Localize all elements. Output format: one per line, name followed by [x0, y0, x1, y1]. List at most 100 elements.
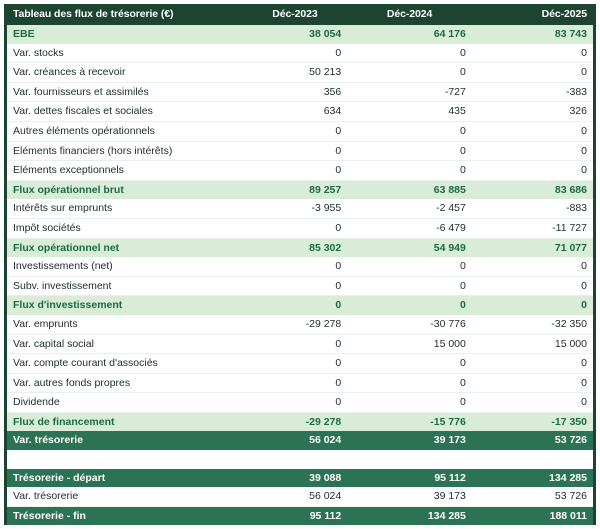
- cell-value: 15 000: [347, 334, 472, 355]
- row-label-var-tresorerie: Var. trésorerie: [5, 487, 243, 507]
- cell-value: -6 479: [347, 218, 472, 239]
- cell-value: 89 257: [309, 183, 342, 196]
- table-row: Investissements (net) 0 0 0: [5, 257, 595, 277]
- cell-value: -17 350: [551, 415, 587, 428]
- row-label-var-fournisseurs-et-assimiles: Var. fournisseurs et assimilés: [5, 82, 243, 103]
- cell-value: -3 955: [242, 199, 348, 219]
- cell-value: 39 173: [433, 434, 466, 447]
- cell-value: 0: [347, 62, 472, 83]
- cell-value: -2 457: [347, 199, 472, 219]
- cell-value: 64 176: [433, 28, 466, 40]
- table-row: Var. emprunts -29 278 -30 776 -32 350: [5, 314, 595, 335]
- cell-value: 0: [471, 141, 595, 162]
- cell-value: 0: [242, 353, 348, 374]
- table-row: Eléments financiers (hors intérêts) 0 0 0: [5, 141, 595, 162]
- cell-value: 56 024: [309, 434, 342, 447]
- row-label-tresorerie-fin: Trésorerie - fin: [13, 509, 86, 522]
- row-label-impot-societes: Impôt sociétés: [5, 218, 243, 239]
- cell-value: -29 278: [305, 415, 342, 428]
- cell-value: 0: [242, 160, 348, 181]
- cell-value: 0: [347, 353, 472, 374]
- cell-value: 39 173: [347, 487, 472, 507]
- cell-value: 63 885: [433, 183, 466, 196]
- row-label-flux-de-financement: Flux de financement: [13, 415, 115, 428]
- table-body: EBE 38 054 64 176 83 743 Var. stocks 0 0 0 Var. …: [5, 25, 595, 526]
- table-row: Flux d'investissement 0 0 0: [5, 295, 595, 315]
- column-header-dec-2024: Déc-2024: [386, 8, 433, 20]
- column-header-dec-2025: Déc-2025: [541, 8, 587, 20]
- cell-value: 0: [347, 160, 472, 181]
- table-row: EBE 38 054 64 176 83 743: [5, 25, 595, 44]
- table-row: Var. fournisseurs et assimilés 356 -727 -38…: [5, 82, 595, 103]
- cell-value: 0: [471, 43, 595, 64]
- cell-value: 0: [471, 121, 595, 142]
- cell-value: 0: [347, 257, 472, 277]
- table-row: Eléments exceptionnels 0 0 0: [5, 160, 595, 181]
- cell-value: 0: [242, 218, 348, 239]
- row-label-elements-financiers-hors-interets: Eléments financiers (hors intérêts): [5, 141, 243, 162]
- cell-value: 0: [471, 257, 595, 277]
- cell-value: 134 285: [427, 509, 466, 522]
- row-label-interets-sur-emprunts: Intérêts sur emprunts: [5, 199, 243, 219]
- row-label-autres-elements-operationnels: Autres éléments opérationnels: [5, 121, 243, 142]
- cell-value: 39 088: [309, 471, 342, 484]
- row-label-dividende: Dividende: [5, 392, 243, 413]
- cell-value: 83 743: [554, 28, 587, 40]
- cell-value: 0: [471, 62, 595, 83]
- cell-value: 188 011: [549, 509, 587, 522]
- table-row: Var. compte courant d'associés 0 0 0: [5, 353, 595, 374]
- cell-value: 38 054: [309, 28, 342, 40]
- row-label-investissements-net: Investissements (net): [5, 257, 243, 277]
- table-row: Dividende 0 0 0: [5, 392, 595, 413]
- cell-value: -15 776: [430, 415, 466, 428]
- cell-value: 0: [242, 43, 348, 64]
- table-row: Subv. investissement 0 0 0: [5, 276, 595, 297]
- cell-value: 0: [347, 392, 472, 413]
- cell-value: 0: [242, 141, 348, 162]
- row-label-var-capital-social: Var. capital social: [5, 334, 243, 355]
- cell-value: 56 024: [242, 487, 348, 507]
- cell-value: 0: [347, 373, 472, 394]
- table-row: Flux opérationnel net 85 302 54 949 71 077: [5, 238, 595, 258]
- cell-value: 0: [242, 257, 348, 277]
- table-row: Var. créances à recevoir 50 213 0 0: [5, 62, 595, 83]
- cell-value: 0: [347, 43, 472, 64]
- table-row: Var. trésorerie 56 024 39 173 53 726: [5, 431, 595, 451]
- row-label-var-compte-courant-d-associes: Var. compte courant d'associés: [5, 353, 243, 374]
- cell-value: 0: [242, 373, 348, 394]
- cell-value: 54 949: [433, 241, 466, 254]
- cell-value: 0: [581, 299, 587, 312]
- cell-value: 134 285: [549, 471, 587, 484]
- row-label-ebe: EBE: [13, 28, 35, 40]
- row-label-flux-operationnel-brut: Flux opérationnel brut: [13, 183, 124, 196]
- cell-value: -883: [471, 199, 595, 219]
- table-row: Var. autres fonds propres 0 0 0: [5, 373, 595, 394]
- row-label-flux-d-investissement: Flux d'investissement: [13, 299, 123, 312]
- row-label-var-stocks: Var. stocks: [5, 43, 243, 64]
- row-label-elements-exceptionnels: Eléments exceptionnels: [5, 160, 243, 181]
- cell-value: 95 112: [309, 509, 342, 522]
- cell-value: 0: [347, 141, 472, 162]
- cell-value: 85 302: [309, 241, 342, 254]
- row-label-var-creances-a-recevoir: Var. créances à recevoir: [5, 62, 243, 83]
- row-label-tresorerie-depart: Trésorerie - départ: [13, 471, 106, 484]
- table-row: Impôt sociétés 0 -6 479 -11 727: [5, 218, 595, 239]
- cell-value: -727: [347, 82, 472, 103]
- cell-value: 0: [347, 121, 472, 142]
- column-header-dec-2023: Déc-2023: [272, 8, 318, 20]
- cell-value: 326: [471, 101, 595, 122]
- row-spacer-cell: [6, 450, 595, 469]
- row-label-subv-investissement: Subv. investissement: [5, 276, 243, 297]
- cell-value: 95 112: [434, 471, 466, 484]
- row-label-var-autres-fonds-propres: Var. autres fonds propres: [5, 373, 243, 394]
- cashflow-table: Tableau des flux de trésorerie (€) Déc-2…: [4, 4, 596, 526]
- table-header: Tableau des flux de trésorerie (€) Déc-2…: [5, 4, 595, 25]
- row-spacer: [5, 450, 595, 469]
- cell-value: 435: [347, 101, 472, 122]
- cell-value: 53 726: [471, 487, 595, 507]
- cell-value: -32 350: [471, 314, 595, 335]
- cell-value: 0: [242, 121, 348, 142]
- cell-value: 50 213: [242, 62, 348, 83]
- cell-value: 0: [471, 353, 595, 374]
